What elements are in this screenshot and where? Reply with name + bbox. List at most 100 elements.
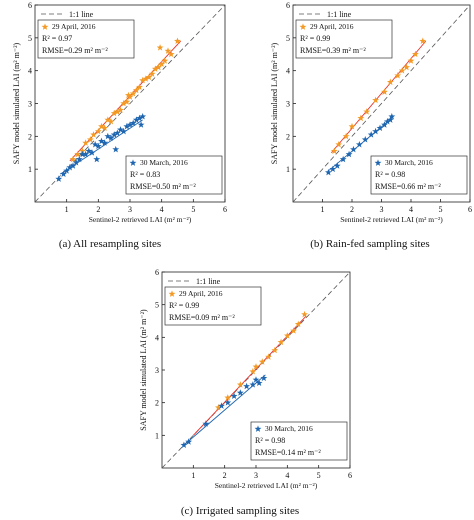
point-march [243, 382, 251, 390]
point-march [218, 402, 225, 409]
legend-ref-label: 1:1 line [196, 277, 221, 286]
one-to-one-line [161, 271, 351, 469]
point-march [110, 131, 118, 138]
point-march [372, 127, 380, 135]
point-april [136, 83, 143, 90]
point-april [394, 71, 402, 79]
y-tick-label: 1 [286, 165, 290, 174]
point-april [113, 108, 121, 115]
y-tick-label: 2 [286, 132, 290, 141]
stats-march-r2: R² = 0.98 [255, 436, 285, 445]
point-march [129, 119, 137, 127]
x-tick-label: 1 [65, 205, 69, 214]
point-march [249, 381, 257, 388]
point-april [412, 50, 419, 58]
point-march [137, 121, 145, 128]
point-march [224, 399, 232, 406]
y-tick-label: 1 [28, 165, 32, 174]
point-march [329, 165, 337, 173]
x-tick-label: 2 [223, 471, 227, 480]
point-april [155, 63, 162, 71]
x-tick-label: 3 [380, 205, 384, 214]
point-april [124, 91, 132, 99]
legend-april-marker [168, 290, 176, 297]
point-march [376, 124, 384, 132]
point-march [69, 162, 77, 169]
x-tick-label: 4 [160, 205, 164, 214]
fit-line-april [193, 315, 307, 436]
y-tick-label: 3 [286, 100, 290, 109]
point-march [355, 140, 363, 148]
point-april [249, 368, 257, 375]
point-april [158, 60, 166, 68]
y-tick-label: 2 [28, 132, 32, 141]
legend-april-label: 29 April, 2016 [310, 22, 354, 31]
point-march [66, 163, 74, 171]
one-to-one-line [34, 4, 226, 203]
point-april [120, 99, 128, 107]
stats-box-march [370, 155, 468, 195]
point-april [129, 90, 137, 97]
x-tick-label: 6 [348, 471, 352, 480]
point-march [185, 438, 193, 445]
stats-march-r2: R² = 0.98 [375, 170, 405, 179]
point-march [60, 170, 67, 177]
point-march [230, 392, 238, 400]
stats-box-april [37, 19, 135, 59]
point-april [363, 108, 371, 115]
y-axis-label: SAFY model simulated LAI (m² m⁻²) [12, 42, 21, 164]
point-april [252, 363, 260, 370]
point-march [324, 168, 332, 176]
point-march [345, 150, 353, 158]
point-march [88, 149, 96, 156]
point-april [277, 338, 285, 346]
point-april [82, 139, 90, 146]
point-april [164, 47, 172, 54]
panel-a: 1 2 3 4 5 6 1 2 3 4 5 6 Sentinel-2 retrieved LAI (m²… [12, 1, 227, 224]
point-april [265, 353, 272, 360]
point-april [167, 50, 175, 58]
panel-b: 1 2 3 4 5 6 1 2 3 4 5 6 Sentinel-2 retrieved LAI (m²… [270, 1, 472, 224]
legend-april-label: 29 April, 2016 [179, 289, 223, 298]
point-march [333, 162, 341, 169]
stats-box-march [250, 421, 348, 461]
point-april [139, 76, 147, 84]
point-march [104, 132, 112, 140]
y-tick-label: 5 [155, 301, 159, 310]
point-march [94, 142, 102, 150]
stats-box-april [164, 286, 262, 326]
point-march [63, 167, 71, 174]
point-march [120, 127, 128, 135]
point-march [386, 116, 394, 123]
point-march [361, 136, 369, 143]
x-tick-label: 5 [191, 205, 195, 214]
y-tick-label: 4 [286, 67, 290, 76]
x-tick-label: 2 [96, 205, 100, 214]
point-april [148, 70, 156, 77]
point-april [110, 109, 118, 117]
y-tick-label: 6 [28, 1, 32, 10]
y-tick-label: 5 [28, 34, 32, 43]
stats-april-rmse: RMSE=0.09 m² m⁻² [169, 313, 235, 322]
point-april [86, 136, 94, 143]
point-march [388, 113, 396, 120]
point-april [145, 73, 153, 81]
y-axis-label: SAFY model simulated LAI (m² m⁻²) [139, 309, 148, 431]
point-april [407, 57, 415, 64]
point-april [101, 124, 109, 132]
one-to-one-line [292, 4, 471, 203]
x-tick-label: 1 [321, 205, 325, 214]
point-april [98, 122, 105, 130]
point-april [381, 88, 388, 95]
point-april [90, 131, 98, 138]
legend-march-label: 30 March, 2016 [265, 424, 313, 433]
point-march [75, 155, 83, 163]
point-march [55, 175, 63, 182]
point-april [117, 106, 124, 113]
x-tick-label: 2 [350, 205, 354, 214]
caption-c: (c) Irrigated sampling sites [181, 505, 299, 517]
point-march [255, 379, 263, 386]
y-tick-label: 4 [28, 67, 32, 76]
point-april [398, 67, 406, 74]
point-april [258, 358, 266, 365]
